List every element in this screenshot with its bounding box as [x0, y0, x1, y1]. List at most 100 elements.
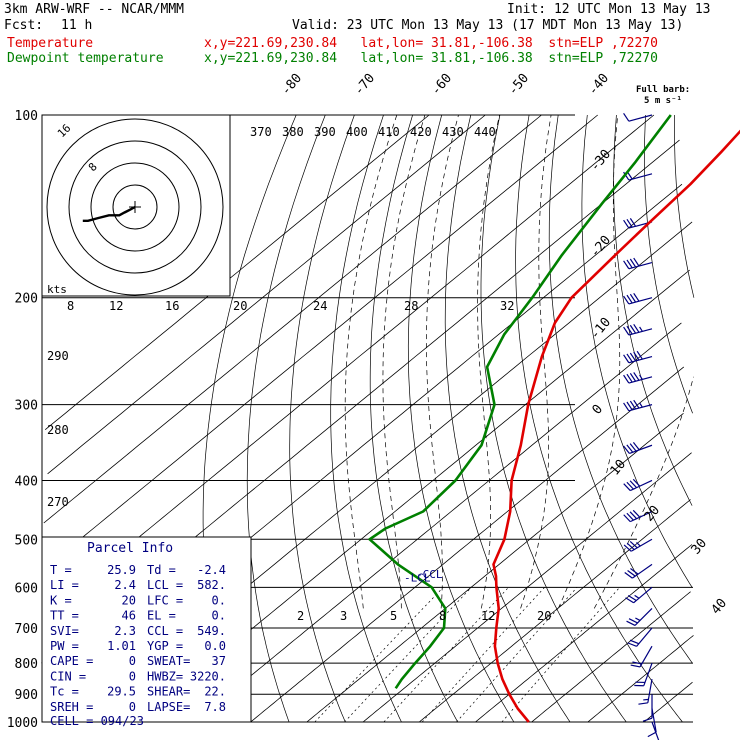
pressure-tick-label: 200: [15, 292, 38, 307]
theta-e-label: 270: [47, 495, 69, 509]
wind-barb-flag: [626, 294, 633, 304]
parcel-value: 7.8: [204, 700, 226, 714]
isotherm-line: [44, 114, 430, 431]
isotherm-label: -80: [279, 71, 306, 99]
pressure-tick-label: 700: [15, 622, 38, 637]
wind-barb-flag: [629, 293, 637, 303]
forecast-hour: 11 h: [61, 18, 93, 33]
parcel-value: 29.5: [107, 685, 136, 699]
parcel-value: 0: [129, 654, 136, 668]
barb-key-unit: 5 m s⁻¹: [644, 96, 682, 106]
isotherm-label: 0: [590, 402, 607, 418]
pressure-tick-label: 100: [15, 109, 38, 124]
wind-barb-flag: [623, 354, 630, 364]
wind-barb-half-flag: [639, 402, 643, 408]
parcel-value: 582.: [197, 578, 226, 592]
wind-barb-staff: [629, 479, 653, 492]
moist-adiabat-line: [593, 376, 694, 609]
pressure-tick-label: 500: [15, 533, 38, 548]
hodograph-speed-label: 20: [233, 299, 247, 313]
parcel-info-box: Parcel Info T = 25.9 Td = -2.4 LI = 2.4 LCL = 58…: [41, 536, 252, 728]
theta-label: 370: [250, 125, 272, 139]
parcel-key: SHEAR=: [147, 685, 190, 699]
forecast-label: Fcst:: [4, 18, 44, 33]
moist-adiabat-line: [426, 114, 459, 609]
isotherm-line: [587, 635, 694, 723]
parcel-value: -2.4: [197, 563, 226, 577]
wind-barb-flag: [629, 352, 637, 362]
isotherm-line: [47, 114, 486, 475]
wind-barb-staff: [628, 328, 653, 336]
mixing-ratio-line: [421, 587, 545, 723]
wind-barb-flag: [633, 257, 640, 267]
wind-barb-staff: [628, 173, 653, 181]
wind-barb: [623, 324, 653, 336]
pressure-tick-label: 600: [15, 581, 38, 596]
moist-adiabat-line: [557, 114, 621, 609]
wind-barb-flag: [638, 702, 648, 705]
wind-barb-staff: [633, 586, 653, 604]
temperature-line: [492, 129, 740, 723]
dry-adiabat-line: [515, 114, 683, 723]
dry-adiabat-line: [480, 114, 627, 723]
parcel-value: 549.: [197, 624, 226, 638]
ccl-label: -CCL: [416, 568, 443, 581]
barb-key-title: Full barb:: [636, 85, 690, 95]
theta-label: 430: [442, 125, 464, 139]
parcel-key: SVI=: [50, 624, 79, 638]
wind-barb: [623, 509, 653, 523]
dry-adiabat-line: [330, 114, 402, 723]
wind-barb: [623, 257, 653, 270]
isotherm-label: 20: [642, 503, 664, 525]
mixing-ratio-label: 5: [390, 609, 397, 623]
isotherm-label: -40: [586, 71, 613, 99]
parcel-key: YGP =: [147, 639, 183, 653]
dry-adiabat-line: [548, 114, 693, 664]
wind-barb: [624, 563, 653, 579]
parcel-key: LFC =: [147, 593, 183, 607]
wind-barb: [626, 608, 653, 626]
dewpoint-location: x,y=221.69,230.84 lat,lon= 31.81,-106.38…: [204, 51, 658, 66]
wind-barb-flag: [624, 572, 633, 579]
pressure-tick-label: 800: [15, 657, 38, 672]
wind-barb-staff: [643, 662, 653, 686]
wind-barb: [623, 350, 653, 364]
parcel-key: HWBZ=: [147, 669, 183, 683]
parcel-key: CIN =: [50, 669, 86, 683]
dry-adiabat-line: [444, 114, 571, 723]
pressure-tick-label: 1000: [7, 716, 38, 731]
temperature-legend: Temperature: [7, 36, 94, 51]
wind-barb-flag: [632, 509, 641, 518]
parcel-key: EL =: [147, 609, 176, 623]
wind-barb-half-flag: [635, 617, 641, 621]
mixing-ratio-label: 3: [340, 609, 347, 623]
parcel-key: Tc =: [50, 685, 79, 699]
wind-barb-flag: [636, 350, 643, 360]
wind-barb-half-flag: [639, 326, 643, 332]
wind-barb-flag: [630, 664, 641, 668]
theta-label: 380: [282, 125, 304, 139]
mixing-ratio-line: [314, 587, 444, 723]
isotherm-label: -50: [506, 71, 533, 99]
parcel-value: 20: [122, 593, 136, 607]
moist-adiabat-line: [477, 114, 500, 609]
wind-barb-flag: [629, 218, 637, 227]
parcel-value: 3220.: [190, 669, 226, 683]
parcel-value: 46: [122, 609, 136, 623]
isotherm-line: [531, 591, 691, 723]
wind-barb-staff: [639, 645, 653, 668]
wind-barb-flag: [632, 478, 641, 487]
wind-barb-staff: [629, 510, 653, 523]
dewpoint-line: [368, 114, 672, 690]
wind-barb: [625, 586, 653, 604]
wind-barb-staff: [628, 297, 653, 305]
wind-barb-flag: [623, 402, 630, 412]
dry-adiabat-line: [289, 114, 355, 723]
wind-barb-flag: [626, 373, 633, 383]
pressure-tick-label: 400: [15, 474, 38, 489]
wind-barb-staff: [628, 355, 653, 364]
parcel-value: 37: [212, 654, 226, 668]
mixing-ratio-line: [501, 587, 620, 723]
wind-barb-staff: [628, 404, 653, 412]
moist-adiabat-line: [382, 114, 426, 609]
